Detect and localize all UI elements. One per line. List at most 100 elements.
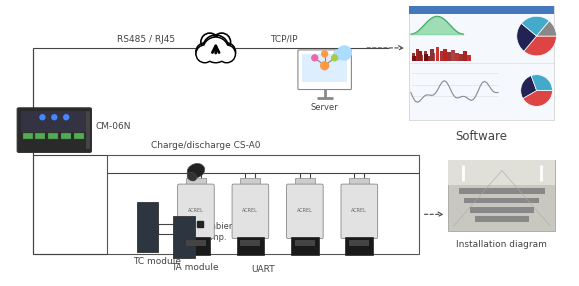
Circle shape xyxy=(203,37,229,63)
Wedge shape xyxy=(531,75,552,90)
FancyBboxPatch shape xyxy=(298,50,351,90)
Bar xyxy=(412,53,415,61)
Bar xyxy=(186,178,206,186)
Bar xyxy=(470,207,534,212)
Bar xyxy=(21,111,88,132)
Bar xyxy=(61,133,71,139)
Circle shape xyxy=(219,46,234,61)
Bar xyxy=(424,54,428,61)
Bar xyxy=(240,240,261,246)
Bar xyxy=(49,133,58,139)
Text: ACREL: ACREL xyxy=(188,208,204,213)
Wedge shape xyxy=(524,36,556,56)
FancyBboxPatch shape xyxy=(232,184,269,239)
Wedge shape xyxy=(517,23,537,51)
Text: Ambient
temp.: Ambient temp. xyxy=(203,222,239,242)
Wedge shape xyxy=(537,21,556,36)
Circle shape xyxy=(40,115,45,120)
Bar xyxy=(449,160,555,231)
Circle shape xyxy=(204,39,227,61)
Circle shape xyxy=(52,115,57,120)
Wedge shape xyxy=(521,76,537,98)
Text: Charge/discharge CS-A0: Charge/discharge CS-A0 xyxy=(151,141,261,150)
Wedge shape xyxy=(522,16,549,36)
FancyBboxPatch shape xyxy=(341,184,378,239)
Bar xyxy=(448,52,451,61)
Wedge shape xyxy=(523,90,552,106)
Circle shape xyxy=(338,46,351,60)
Bar xyxy=(459,188,545,194)
Text: TC module: TC module xyxy=(134,257,182,266)
Bar xyxy=(295,240,315,246)
Bar xyxy=(182,237,210,255)
Bar xyxy=(424,51,427,61)
Bar xyxy=(35,133,45,139)
Circle shape xyxy=(218,43,236,61)
Circle shape xyxy=(203,35,229,61)
Text: ACREL: ACREL xyxy=(243,208,258,213)
Bar xyxy=(186,240,206,246)
Circle shape xyxy=(212,33,230,51)
Bar xyxy=(439,51,443,61)
FancyBboxPatch shape xyxy=(178,184,214,239)
Circle shape xyxy=(196,45,214,63)
FancyBboxPatch shape xyxy=(287,184,323,239)
Bar xyxy=(444,49,447,61)
Bar xyxy=(455,53,459,61)
Bar xyxy=(420,55,423,61)
Bar xyxy=(464,198,540,203)
Circle shape xyxy=(321,62,329,70)
Circle shape xyxy=(218,45,236,63)
Text: TCP/IP: TCP/IP xyxy=(270,35,298,44)
Bar xyxy=(302,54,347,82)
Text: CM-06N: CM-06N xyxy=(96,122,131,131)
Bar xyxy=(107,155,419,254)
Bar xyxy=(467,55,471,61)
Text: Software: Software xyxy=(456,130,508,143)
Bar xyxy=(412,56,416,61)
Text: ACREL: ACREL xyxy=(351,208,367,213)
Bar xyxy=(346,237,373,255)
Bar xyxy=(240,178,261,186)
Bar xyxy=(417,51,422,61)
Bar xyxy=(291,237,318,255)
Circle shape xyxy=(322,51,328,57)
Bar xyxy=(236,237,264,255)
Circle shape xyxy=(196,43,214,61)
Bar xyxy=(86,111,90,149)
Ellipse shape xyxy=(187,164,204,178)
Bar xyxy=(349,240,369,246)
Bar xyxy=(430,49,434,61)
Bar xyxy=(449,160,555,185)
Text: ACREL: ACREL xyxy=(297,208,313,213)
Circle shape xyxy=(197,46,212,61)
Bar xyxy=(74,133,84,139)
Circle shape xyxy=(64,115,69,120)
Circle shape xyxy=(312,55,318,61)
Bar xyxy=(431,53,435,61)
Bar xyxy=(435,47,439,61)
Bar xyxy=(452,50,455,61)
Bar xyxy=(428,56,431,61)
Bar xyxy=(23,133,32,139)
Bar xyxy=(475,216,529,222)
Bar xyxy=(463,51,467,61)
Bar xyxy=(409,6,555,120)
Bar xyxy=(409,6,555,14)
FancyBboxPatch shape xyxy=(17,108,91,152)
Ellipse shape xyxy=(187,172,197,181)
Bar xyxy=(459,54,463,61)
Text: TA module: TA module xyxy=(171,263,219,272)
Text: UART: UART xyxy=(251,265,274,274)
Text: RS485 / RJ45: RS485 / RJ45 xyxy=(118,35,175,44)
Bar xyxy=(137,202,158,252)
Bar xyxy=(416,49,419,61)
Bar xyxy=(173,216,195,258)
Circle shape xyxy=(334,50,343,60)
Bar xyxy=(295,178,315,186)
Circle shape xyxy=(201,33,219,51)
Circle shape xyxy=(332,55,338,61)
Bar xyxy=(349,178,369,186)
Text: Installation diagram: Installation diagram xyxy=(456,240,547,249)
Text: Server: Server xyxy=(311,103,339,112)
